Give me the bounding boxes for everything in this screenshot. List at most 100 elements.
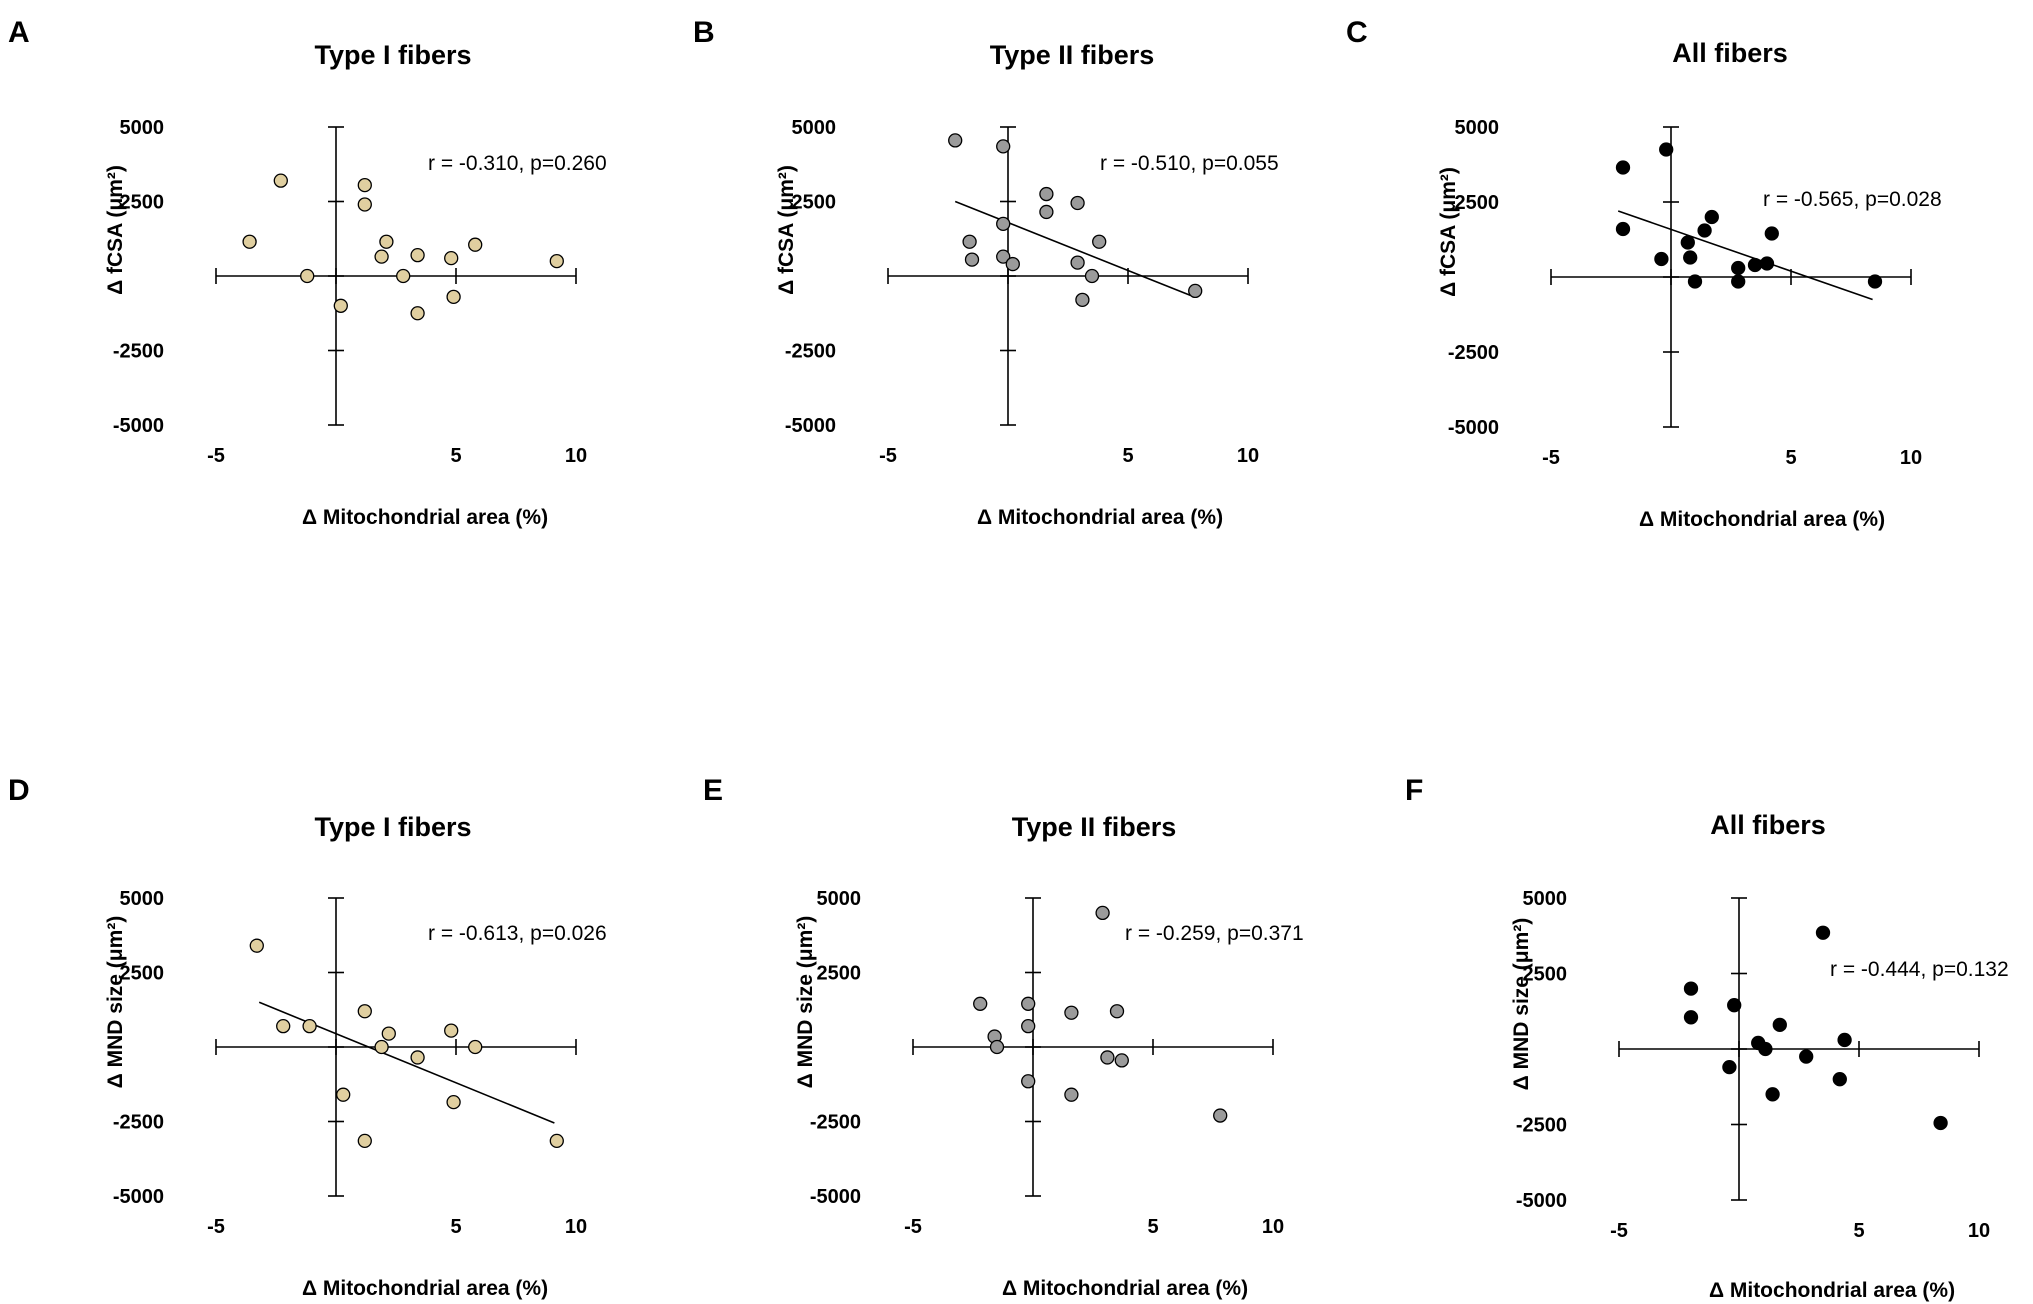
data-point [444, 1023, 459, 1038]
panel-d: D Type I fibers -5 5 10 5000 2500 -2500 -5000 Δ M… [8, 774, 607, 1300]
y-tick-label: 2500 [817, 963, 862, 985]
panel-title: All fibers [1710, 810, 1826, 840]
x-tick-label: 5 [1122, 445, 1133, 467]
data-point [357, 1004, 372, 1019]
x-axis-label: Δ Mitochondrial area (%) [302, 506, 548, 529]
data-point [333, 298, 348, 313]
data-point [357, 1133, 372, 1149]
y-tick-label: 2500 [1455, 192, 1500, 214]
data-point [1799, 1049, 1814, 1064]
y-tick-label: -2500 [113, 341, 164, 363]
data-point [1758, 1041, 1773, 1057]
data-point [1021, 1074, 1036, 1089]
data-point [374, 1039, 389, 1055]
data-point [996, 216, 1011, 232]
y-tick-label: -5000 [113, 415, 164, 437]
y-tick-label: 2500 [1523, 964, 1568, 986]
data-point [444, 250, 459, 266]
data-point [1100, 1050, 1115, 1065]
data-point [1815, 925, 1831, 940]
x-tick-label: -5 [904, 1216, 922, 1238]
x-axis-label: Δ Mitochondrial area (%) [977, 506, 1223, 529]
data-point [357, 177, 372, 193]
data-point [1759, 256, 1775, 271]
stat-annotation: r = -0.259, p=0.371 [1125, 922, 1304, 945]
regression-line [1617, 210, 1873, 301]
y-tick-label: 5000 [1455, 117, 1500, 139]
data-point [962, 234, 977, 249]
data-point [1832, 1072, 1847, 1087]
panel-letter: A [8, 16, 30, 49]
y-tick-label: -5000 [785, 415, 836, 437]
x-tick-label: 10 [1262, 1216, 1284, 1238]
data-point [336, 1087, 351, 1102]
data-point [410, 1050, 425, 1065]
data-point [1747, 257, 1763, 273]
data-point [1727, 998, 1742, 1013]
data-point [379, 234, 394, 249]
x-tick-label: -5 [207, 1216, 225, 1238]
y-tick-label: 2500 [792, 192, 837, 214]
data-point [1659, 142, 1674, 157]
data-point [276, 1018, 291, 1034]
data-point [446, 289, 461, 305]
x-tick-label: 5 [1147, 1216, 1158, 1238]
data-point [1070, 195, 1085, 211]
data-point [1764, 226, 1779, 241]
x-tick-label: -5 [207, 445, 225, 467]
data-point [249, 938, 264, 953]
data-point [1064, 1005, 1079, 1020]
data-point [989, 1039, 1005, 1055]
data-point [242, 234, 257, 249]
data-point [549, 253, 564, 269]
x-tick-label: 5 [450, 1216, 461, 1238]
panel-letter: E [703, 774, 723, 807]
data-point [1697, 223, 1712, 238]
y-tick-label: -2500 [1448, 342, 1499, 364]
x-tick-label: 10 [1237, 445, 1259, 467]
x-tick-label: 10 [1968, 1220, 1990, 1242]
data-point [1654, 251, 1669, 267]
data-point [1731, 274, 1746, 289]
x-tick-label: -5 [1610, 1220, 1628, 1242]
stat-annotation: r = -0.310, p=0.260 [428, 152, 607, 175]
data-point [381, 1026, 396, 1041]
data-point [1095, 905, 1110, 921]
panel-b: B Type II fibers -5 5 10 5000 2500 -2500 -5000 Δ … [693, 16, 1279, 529]
data-point [1765, 1087, 1780, 1102]
x-tick-label: 10 [565, 445, 587, 467]
data-point [1933, 1115, 1948, 1131]
data-point [1680, 235, 1695, 250]
stat-annotation: r = -0.613, p=0.026 [428, 922, 607, 945]
data-point [302, 1018, 317, 1034]
data-point [1615, 160, 1631, 175]
y-tick-label: 5000 [817, 888, 862, 910]
panel-title: Type I fibers [314, 812, 471, 842]
data-point [973, 996, 988, 1011]
x-tick-label: 10 [1900, 447, 1922, 469]
panel-c: C All fibers -5 5 10 5000 2500 -2500 -5000 Δ Mito… [1346, 16, 1942, 531]
data-point [410, 306, 425, 321]
data-point [1683, 250, 1698, 265]
data-point [1039, 186, 1054, 202]
y-axis-label: Δ MND size (μm²) [1510, 918, 1533, 1091]
y-tick-label: -2500 [1516, 1115, 1567, 1137]
y-tick-label: 5000 [1523, 888, 1568, 910]
data-point [410, 247, 425, 263]
x-axis-label: Δ Mitochondrial area (%) [1002, 1277, 1248, 1300]
panel-f: F All fibers -5 5 10 5000 2500 -2500 -5000 Δ Mito… [1405, 774, 2009, 1302]
data-point [1084, 268, 1100, 284]
panel-letter: C [1346, 16, 1368, 49]
data-point [1867, 274, 1883, 289]
y-tick-label: -5000 [810, 1186, 861, 1208]
y-tick-label: 2500 [120, 963, 165, 985]
panel-letter: D [8, 774, 30, 807]
data-point [1021, 1018, 1036, 1034]
y-axis-label: Δ fCSA (μm²) [104, 165, 127, 295]
y-tick-label: 5000 [120, 888, 165, 910]
y-tick-label: -5000 [113, 1186, 164, 1208]
y-tick-label: -5000 [1448, 417, 1499, 439]
y-axis-label: Δ fCSA (μm²) [775, 165, 798, 295]
data-point [1837, 1032, 1852, 1048]
data-point [1687, 274, 1703, 289]
